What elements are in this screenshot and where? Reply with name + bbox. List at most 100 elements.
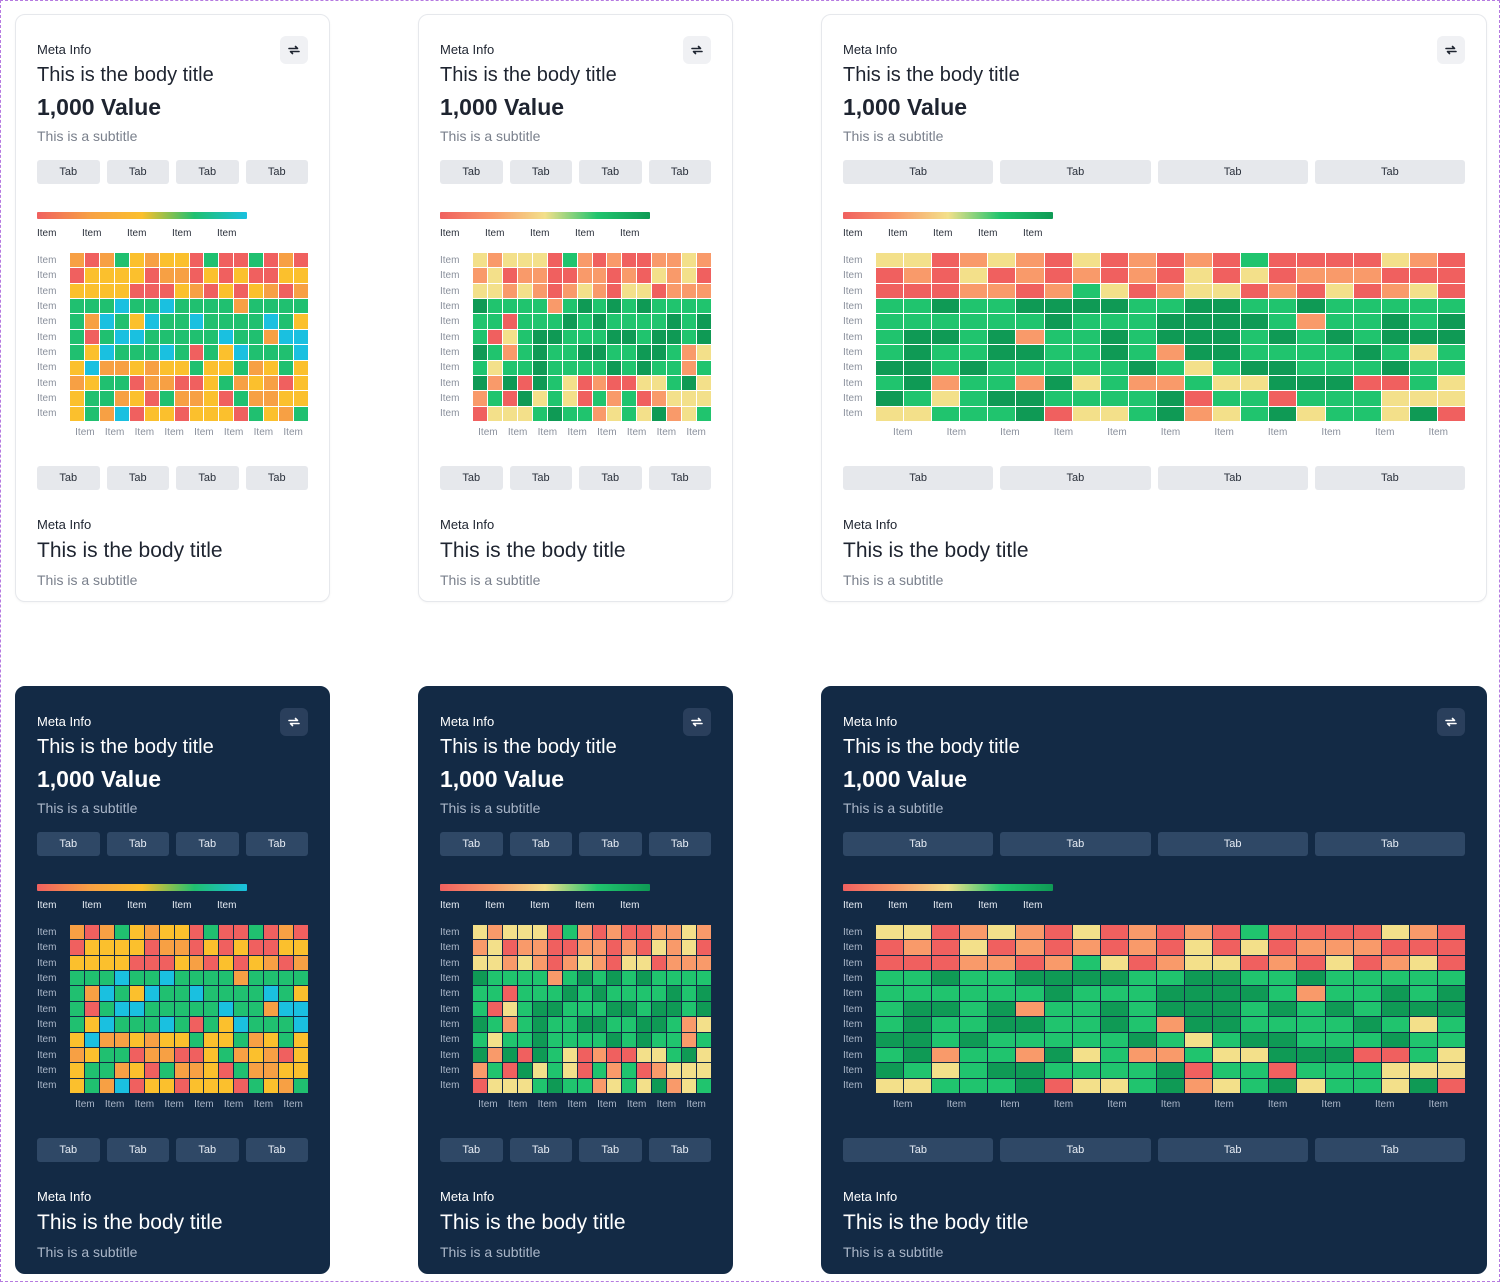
tab[interactable]: Tab (106, 832, 169, 856)
heatmap-cell (99, 1047, 114, 1063)
heatmap-cell (219, 268, 234, 283)
heatmap-cell (129, 314, 144, 329)
tab[interactable]: Tab (176, 466, 239, 490)
refresh-button[interactable] (683, 36, 711, 64)
tab[interactable]: Tab (106, 1138, 169, 1162)
value-text: 1,000 Value (843, 94, 968, 120)
tab[interactable]: Tab (440, 160, 503, 184)
tab[interactable]: Tab (440, 466, 503, 490)
subtitle: This is a subtitle (440, 800, 541, 816)
tab[interactable]: Tab (1157, 832, 1308, 856)
heatmap-cell (517, 406, 532, 421)
heatmap-cell (264, 375, 279, 391)
tab[interactable]: Tab (1314, 1138, 1465, 1162)
heatmap-cell (697, 1032, 711, 1047)
heatmap-grid (473, 253, 711, 421)
tab[interactable]: Tab (1157, 160, 1308, 184)
heatmap-cell (1241, 1032, 1269, 1047)
heatmap-cell (1353, 299, 1381, 314)
tab[interactable]: Tab (176, 1138, 239, 1162)
tab[interactable]: Tab (1157, 466, 1308, 490)
heatmap-cell (1100, 971, 1128, 986)
heatmap-cell (473, 1032, 487, 1047)
heatmap-cell (294, 299, 308, 314)
tab[interactable]: Tab (648, 466, 711, 490)
heatmap-cell (904, 345, 932, 360)
tab[interactable]: Tab (176, 160, 239, 184)
tab[interactable]: Tab (509, 1138, 572, 1162)
row-labels: Item Item Item Item Item Item Item Item Item Item… (440, 925, 459, 1094)
tab[interactable]: Tab (579, 832, 642, 856)
tab[interactable]: Tab (579, 1138, 642, 1162)
tab[interactable]: Tab (37, 466, 100, 490)
tab[interactable]: Tab (843, 160, 994, 184)
heatmap-cell (1381, 955, 1409, 971)
tab[interactable]: Tab (1000, 160, 1151, 184)
heatmap-cell (487, 1047, 502, 1063)
heatmap-cell (637, 971, 652, 986)
heatmap-cell (547, 955, 562, 971)
refresh-button[interactable] (280, 36, 308, 64)
tab[interactable]: Tab (440, 832, 503, 856)
heatmap-cell (517, 1017, 532, 1032)
heatmap-cell (294, 314, 308, 329)
heatmap-cell (1072, 1078, 1100, 1093)
tab[interactable]: Tab (245, 160, 308, 184)
tab[interactable]: Tab (1000, 832, 1151, 856)
tab[interactable]: Tab (1314, 832, 1465, 856)
heatmap-cell (249, 1001, 264, 1017)
heatmap-cell (1241, 329, 1269, 345)
heatmap-cell (204, 955, 219, 971)
tab[interactable]: Tab (106, 160, 169, 184)
tab[interactable]: Tab (509, 160, 572, 184)
refresh-button[interactable] (280, 708, 308, 736)
heatmap-cell (697, 406, 711, 421)
tab[interactable]: Tab (1314, 160, 1465, 184)
heatmap-cell (876, 268, 904, 283)
tab[interactable]: Tab (37, 832, 100, 856)
tab[interactable]: Tab (106, 466, 169, 490)
legend-label: Item (37, 228, 57, 239)
legend-label: Item (843, 228, 863, 239)
tab[interactable]: Tab (245, 832, 308, 856)
tab[interactable]: Tab (245, 466, 308, 490)
tab[interactable]: Tab (245, 1138, 308, 1162)
tab[interactable]: Tab (440, 1138, 503, 1162)
tab[interactable]: Tab (843, 466, 994, 490)
tab[interactable]: Tab (37, 1138, 100, 1162)
legend-labels: Item Item Item Item Item (843, 900, 1068, 911)
row-label: Item (37, 347, 57, 359)
tab[interactable]: Tab (648, 832, 711, 856)
tab[interactable]: Tab (1000, 466, 1151, 490)
tab[interactable]: Tab (843, 1138, 994, 1162)
heatmap-cell (70, 299, 84, 314)
heatmap-cell (189, 1001, 204, 1017)
tab[interactable]: Tab (1314, 466, 1465, 490)
tab[interactable]: Tab (579, 160, 642, 184)
tab[interactable]: Tab (648, 160, 711, 184)
heatmap-cell (1016, 299, 1044, 314)
refresh-button[interactable] (683, 708, 711, 736)
heatmap-cell (70, 1063, 84, 1078)
tab[interactable]: Tab (509, 466, 572, 490)
tab[interactable]: Tab (579, 466, 642, 490)
heatmap-cell (622, 1017, 637, 1032)
column-label: Item (1214, 1099, 1234, 1110)
heatmap-cell (1381, 986, 1409, 1001)
heatmap-cell (547, 1032, 562, 1047)
heatmap-grid (876, 253, 1465, 421)
heatmap-cell (697, 1047, 711, 1063)
refresh-button[interactable] (1437, 708, 1465, 736)
tab[interactable]: Tab (37, 160, 100, 184)
tab[interactable]: Tab (843, 832, 994, 856)
tab[interactable]: Tab (176, 832, 239, 856)
row-label: Item (843, 1034, 863, 1046)
refresh-button[interactable] (1437, 36, 1465, 64)
heatmap-cell (204, 391, 219, 406)
tab[interactable]: Tab (648, 1138, 711, 1162)
tab[interactable]: Tab (509, 832, 572, 856)
tab[interactable]: Tab (1000, 1138, 1151, 1162)
tab[interactable]: Tab (1157, 1138, 1308, 1162)
heatmap-cell (502, 955, 517, 971)
heatmap-cell (84, 406, 99, 421)
